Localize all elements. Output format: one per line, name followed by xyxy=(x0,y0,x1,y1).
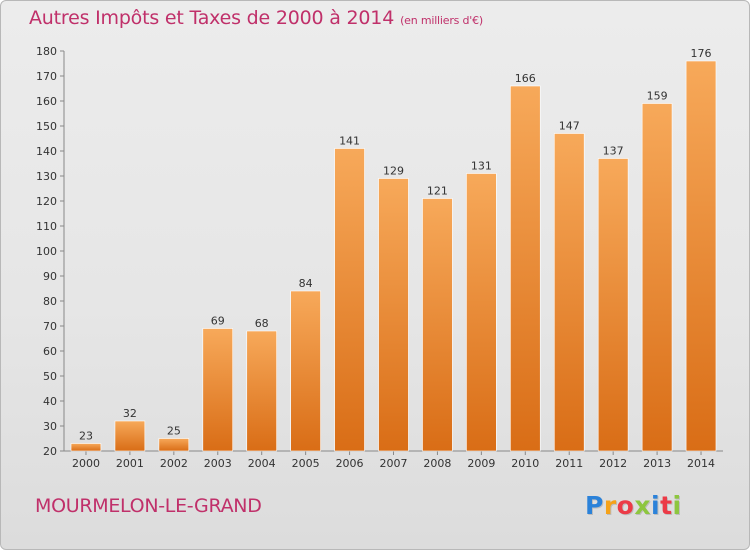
logo-letter: t xyxy=(660,491,673,520)
chart-title-text: Autres Impôts et Taxes de 2000 à 2014 xyxy=(29,7,395,29)
y-tick-label: 130 xyxy=(36,170,57,183)
bar-2005 xyxy=(290,290,321,452)
value-label-2003: 69 xyxy=(211,315,225,328)
x-tick-label-2007: 2007 xyxy=(380,457,408,470)
value-label-2009: 131 xyxy=(471,160,492,173)
place-label: MOURMELON-LE-GRAND xyxy=(35,495,262,517)
chart-bars xyxy=(70,60,717,452)
y-tick-label: 170 xyxy=(36,70,57,83)
value-label-2001: 32 xyxy=(123,407,137,420)
value-label-2011: 147 xyxy=(559,120,580,133)
chart-title: Autres Impôts et Taxes de 2000 à 2014 (en… xyxy=(29,7,483,29)
y-tick-label: 20 xyxy=(43,445,57,458)
value-label-2014: 176 xyxy=(691,47,712,60)
bar-2004 xyxy=(246,330,277,452)
bar-2010 xyxy=(510,85,541,452)
x-tick-label-2011: 2011 xyxy=(555,457,583,470)
chart-value-labels: 23 32 25 69 68 84 141 129 121 131 166 147 137 159 176 xyxy=(79,47,712,443)
value-label-2013: 159 xyxy=(647,90,668,103)
y-tick-label: 90 xyxy=(43,270,57,283)
bar-2007 xyxy=(378,178,409,452)
value-label-2006: 141 xyxy=(339,135,360,148)
bar-2001 xyxy=(114,420,146,452)
proxiti-logo: Proxiti xyxy=(585,491,682,520)
y-tick-label: 80 xyxy=(43,295,57,308)
x-tick-label-2004: 2004 xyxy=(248,457,276,470)
bar-2008 xyxy=(422,198,453,452)
value-label-2012: 137 xyxy=(603,145,624,158)
y-tick-label: 110 xyxy=(36,220,57,233)
logo-letter: i xyxy=(672,491,682,520)
value-label-2002: 25 xyxy=(167,425,181,438)
x-tick-label-2006: 2006 xyxy=(336,457,364,470)
x-tick-label-2001: 2001 xyxy=(116,457,144,470)
y-tick-label: 60 xyxy=(43,345,57,358)
bar-2003 xyxy=(202,328,234,452)
y-tick-label: 30 xyxy=(43,420,57,433)
value-label-2004: 68 xyxy=(255,317,269,330)
y-tick-label: 150 xyxy=(36,120,57,133)
x-tick-label-2003: 2003 xyxy=(204,457,232,470)
x-tick-label-2013: 2013 xyxy=(643,457,671,470)
x-tick-label-2014: 2014 xyxy=(687,457,715,470)
x-tick-label-2002: 2002 xyxy=(160,457,188,470)
bar-2000 xyxy=(70,443,102,452)
x-tick-label-2012: 2012 xyxy=(599,457,627,470)
bar-2009 xyxy=(466,173,497,452)
y-tick-label: 100 xyxy=(36,245,57,258)
chart-unit-label: (en milliers d'€) xyxy=(400,14,483,27)
x-tick-label-2005: 2005 xyxy=(292,457,320,470)
bar-2012 xyxy=(597,158,629,452)
logo-letter: i xyxy=(651,491,661,520)
x-tick-label-2008: 2008 xyxy=(423,457,451,470)
y-tick-label: 50 xyxy=(43,370,57,383)
bar-2006 xyxy=(334,148,365,452)
value-label-2005: 84 xyxy=(299,277,313,290)
y-tick-label: 160 xyxy=(36,95,57,108)
logo-letter: o xyxy=(616,491,635,520)
bar-2014 xyxy=(685,60,717,452)
bar-2011 xyxy=(553,133,585,452)
x-tick-label-2010: 2010 xyxy=(511,457,539,470)
value-label-2000: 23 xyxy=(79,430,93,443)
value-label-2007: 129 xyxy=(383,165,404,178)
logo-letter: P xyxy=(585,491,604,520)
bar-2002 xyxy=(158,438,190,452)
y-tick-label: 140 xyxy=(36,145,57,158)
value-label-2008: 121 xyxy=(427,185,448,198)
y-tick-label: 180 xyxy=(36,45,57,58)
bar-2013 xyxy=(641,103,673,452)
x-tick-label-2009: 2009 xyxy=(467,457,495,470)
y-tick-label: 120 xyxy=(36,195,57,208)
y-tick-label: 40 xyxy=(43,395,57,408)
logo-letter: x xyxy=(634,491,651,520)
value-label-2010: 166 xyxy=(515,72,536,85)
logo-letter: r xyxy=(603,491,617,520)
x-tick-label-2000: 2000 xyxy=(72,457,100,470)
y-tick-label: 70 xyxy=(43,320,57,333)
